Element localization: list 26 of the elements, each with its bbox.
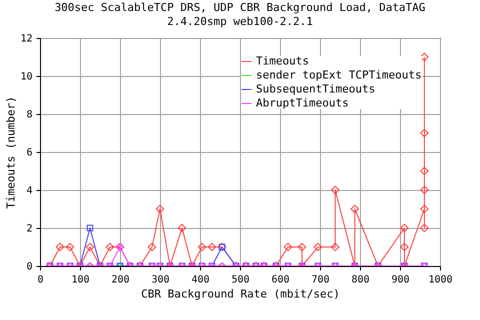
legend-label: Timeouts xyxy=(256,54,309,68)
y-axis-title: Timeouts (number) xyxy=(4,96,18,209)
y-tick-label: 0 xyxy=(26,262,32,272)
legend-label: AbruptTimeouts xyxy=(256,96,349,110)
x-tick-label: 300 xyxy=(151,274,170,286)
chart-subtitle: 2.4.20smp web100-2.2.1 xyxy=(167,15,313,28)
x-tick-label: 700 xyxy=(311,274,330,286)
y-tick-label: 8 xyxy=(26,110,32,120)
chart-title: 300sec ScalableTCP DRS, UDP CBR Background Load, DataTAG xyxy=(54,1,426,14)
y-tick-label: 2 xyxy=(26,224,32,234)
legend-label: sender topExt TCPTimeouts xyxy=(256,68,422,82)
x-tick-label: 800 xyxy=(351,274,370,286)
x-tick-label: 400 xyxy=(191,274,210,286)
y-tick-label: 12 xyxy=(20,34,32,44)
y-tick-label: 6 xyxy=(26,148,32,158)
y-tick-label: 4 xyxy=(26,186,32,196)
x-tick-label: 0 xyxy=(37,274,44,286)
x-tick-label: 200 xyxy=(111,274,130,286)
x-tick-label: 1000 xyxy=(428,274,453,286)
x-tick-label: 900 xyxy=(391,274,410,286)
x-tick-label: 100 xyxy=(71,274,90,286)
legend-label: SubsequentTimeouts xyxy=(256,82,376,96)
y-tick-label: 10 xyxy=(20,72,32,82)
x-axis-title: CBR Background Rate (mbit/sec) xyxy=(141,288,340,300)
x-tick-label: 600 xyxy=(271,274,290,286)
x-tick-label: 500 xyxy=(231,274,250,286)
